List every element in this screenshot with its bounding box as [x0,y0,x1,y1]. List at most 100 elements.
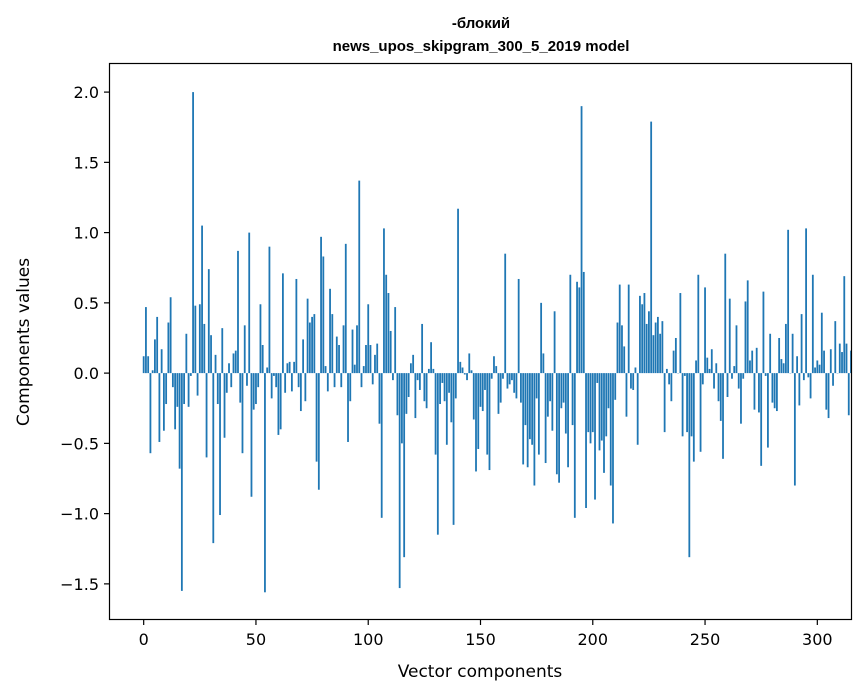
bar [688,373,691,558]
bar [228,363,230,374]
bar [758,373,760,413]
bar [816,360,819,374]
bar [526,373,529,468]
bar [356,325,358,374]
bars-group [142,92,852,593]
bar [443,373,446,402]
x-axis-ticks: 0 50 100 150 200 250 300 [139,619,833,649]
bar [560,373,563,409]
bar [802,373,805,381]
bar [809,373,812,399]
bar [405,373,408,414]
y-axis-ticks: −1.5 −1.0 −0.5 0.0 0.5 1.0 1.5 2.0 [60,83,110,594]
bar [580,106,583,374]
bar [838,343,841,374]
bar [223,373,226,438]
bar [576,281,578,374]
y-tick-label: 0.0 [74,364,99,383]
bar [230,373,233,388]
bar [798,373,801,406]
bar [807,373,810,378]
bar [398,373,401,589]
bar [511,373,513,381]
bar [630,373,632,389]
bar [731,373,733,379]
bar [699,373,702,452]
bar [302,339,305,374]
bar [479,373,482,407]
bar [185,333,188,374]
bar [448,373,450,393]
x-tick-label: 300 [802,630,833,649]
bar [342,325,345,374]
bar [843,276,846,374]
bar [324,366,327,374]
bar [293,361,296,374]
bar [504,253,507,374]
bar [376,343,379,374]
bar [679,293,682,374]
bar [338,345,340,374]
bar [317,373,320,490]
bar [344,243,347,374]
bar [573,373,576,518]
bar [196,373,199,396]
bar [282,273,284,374]
bar [329,288,331,374]
bar [634,367,637,374]
bar [407,373,410,397]
bar [394,307,397,374]
bar [430,342,432,374]
bar [277,373,280,435]
bar [237,250,239,374]
bar [493,356,495,374]
bar [753,373,756,410]
bar [445,373,448,445]
bar [463,373,466,375]
bar [567,373,569,468]
bar [616,322,619,374]
bar [614,373,617,400]
bar [151,370,154,374]
bar [544,373,547,464]
bar [639,295,641,374]
bar [472,373,475,420]
bar [145,307,147,374]
bar [818,364,821,374]
bar [409,363,412,374]
bar [288,361,291,374]
bar [490,373,493,379]
bar [733,366,736,374]
bar [618,284,621,374]
bar [706,357,709,374]
bar [771,373,774,403]
x-tick-label: 100 [353,630,384,649]
bar [387,293,390,374]
bar [374,354,376,374]
bar [416,373,419,381]
bar [250,373,253,497]
bar [495,366,498,374]
bar [793,373,796,486]
bar [506,373,509,389]
bar [652,335,655,374]
bar [380,373,383,518]
bar [531,373,534,445]
bar [266,367,269,374]
bar [847,373,850,416]
bar [594,373,596,500]
bar [764,373,767,376]
bar [672,350,675,374]
bar [315,373,318,462]
chart-title-line1: -блокий [452,15,510,32]
bar [286,363,289,374]
bar [322,256,325,374]
bar [331,314,334,374]
bar [187,373,190,407]
bar [477,373,480,449]
bar [425,373,428,409]
bar [829,349,832,374]
bar [156,316,159,374]
bar [297,373,300,388]
bar [475,373,477,472]
